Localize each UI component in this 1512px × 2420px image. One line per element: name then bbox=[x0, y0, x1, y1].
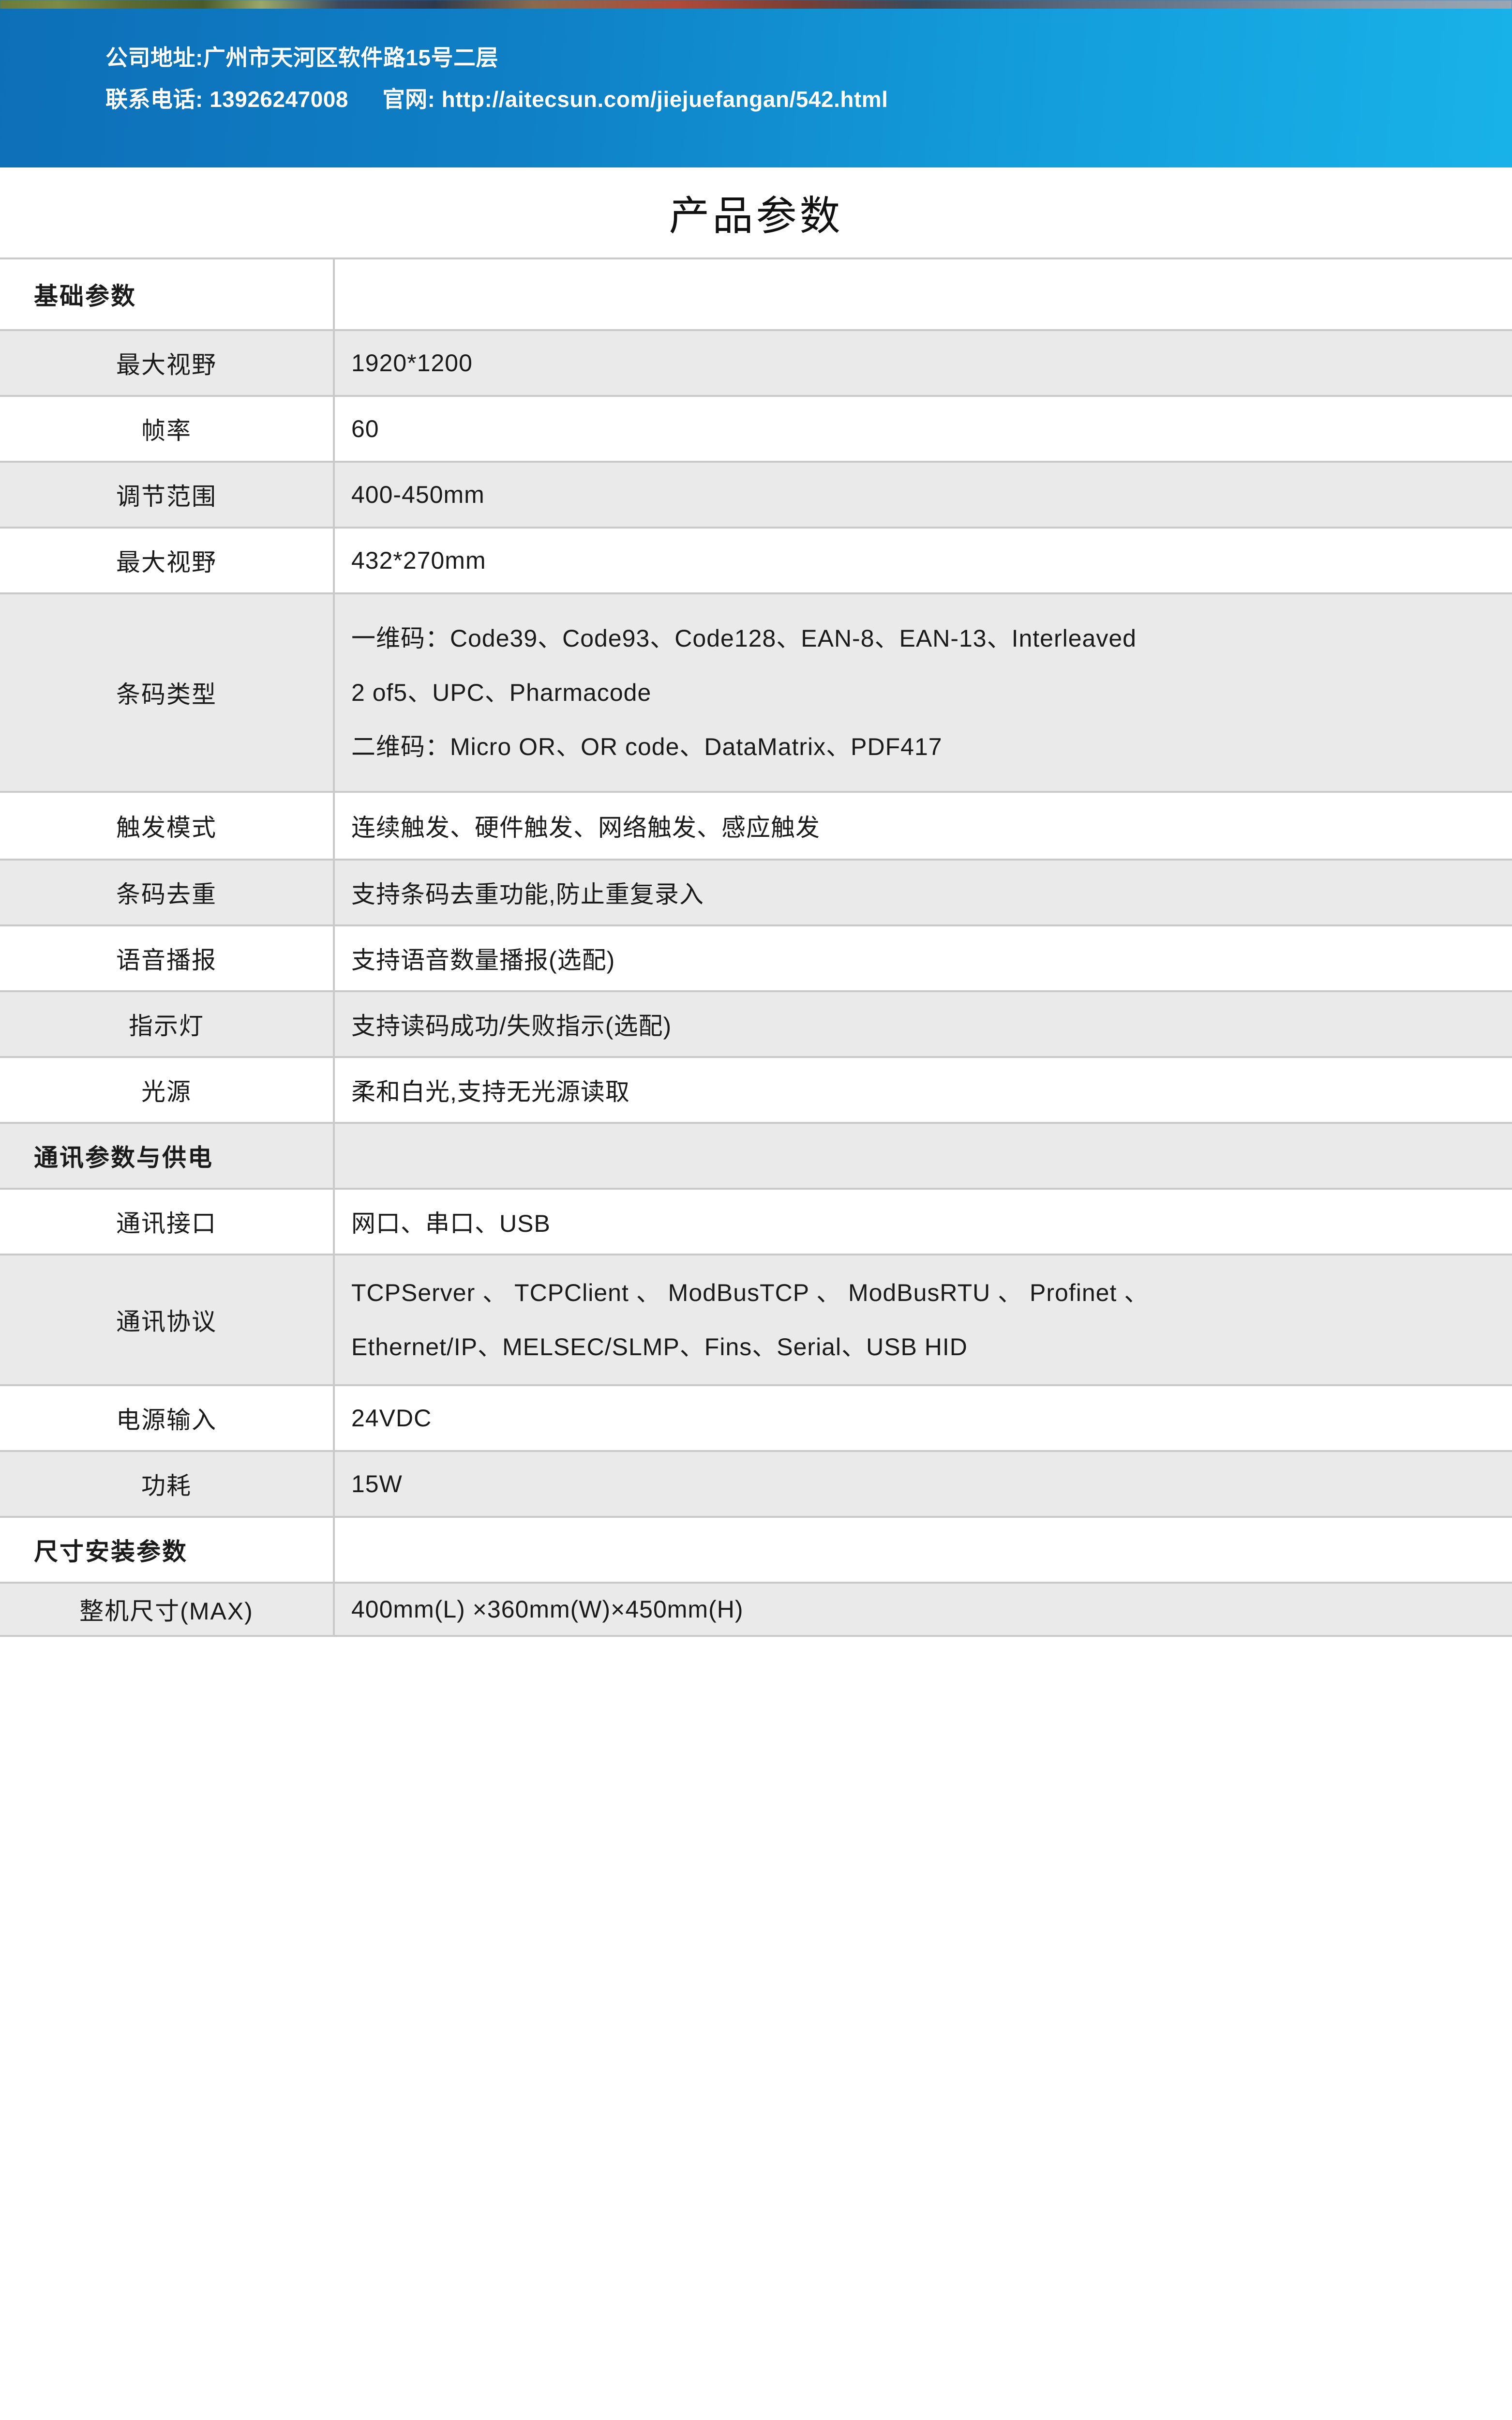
spec-value: 网口、串口、USB bbox=[334, 1188, 1512, 1255]
spec-value: 400-450mm bbox=[334, 461, 1512, 529]
product-spec-table: 基础参数 最大视野 1920*1200 帧率 60 调节范围 400-450mm… bbox=[0, 257, 1512, 1637]
spec-value: 支持条码去重功能,防止重复录入 bbox=[334, 859, 1512, 926]
table-row: 语音播报 支持语音数量播报(选配) bbox=[0, 924, 1512, 992]
table-row: 条码去重 支持条码去重功能,防止重复录入 bbox=[0, 859, 1512, 926]
table-row: 尺寸安装参数 bbox=[0, 1516, 1512, 1584]
spec-label: 调节范围 bbox=[0, 461, 335, 529]
banner-photo-strip bbox=[0, 0, 1512, 11]
table-row: 整机尺寸(MAX) 400mm(L) ×360mm(W)×450mm(H) bbox=[0, 1582, 1512, 1637]
table-row: 功耗 15W bbox=[0, 1450, 1512, 1518]
spec-label: 指示灯 bbox=[0, 990, 335, 1058]
spec-value-multiline: TCPServer 、 TCPClient 、 ModBusTCP 、 ModB… bbox=[334, 1254, 1512, 1386]
contact-phone: 联系电话: 13926247008 bbox=[105, 87, 349, 112]
spec-label: 最大视野 bbox=[0, 329, 335, 397]
table-row: 通讯协议 TCPServer 、 TCPClient 、 ModBusTCP 、… bbox=[0, 1254, 1512, 1386]
table-row: 电源输入 24VDC bbox=[0, 1384, 1512, 1452]
spec-label: 整机尺寸(MAX) bbox=[0, 1582, 335, 1637]
official-website-link[interactable]: 官网: http://aitecsun.com/jiejuefangan/542… bbox=[382, 87, 888, 112]
table-row: 最大视野 432*270mm bbox=[0, 527, 1512, 594]
spec-value: 24VDC bbox=[334, 1384, 1512, 1452]
contact-banner: 公司地址:广州市天河区软件路15号二层 联系电话: 13926247008 官网… bbox=[0, 0, 1512, 170]
spec-section-header: 通讯参数与供电 bbox=[0, 1122, 335, 1190]
company-address: 公司地址:广州市天河区软件路15号二层 bbox=[105, 45, 498, 70]
spec-label: 最大视野 bbox=[0, 527, 335, 594]
table-row: 通讯接口 网口、串口、USB bbox=[0, 1188, 1512, 1255]
spec-value: 15W bbox=[334, 1450, 1512, 1518]
spec-label: 光源 bbox=[0, 1056, 335, 1124]
spec-label: 电源输入 bbox=[0, 1384, 335, 1452]
barcode-1d-line: 一维码：Code39、Code93、Code128、EAN-8、EAN-13、I… bbox=[351, 625, 1137, 652]
spec-value: 支持读码成功/失败指示(选配) bbox=[334, 990, 1512, 1058]
table-row: 指示灯 支持读码成功/失败指示(选配) bbox=[0, 990, 1512, 1058]
spec-label: 条码去重 bbox=[0, 859, 335, 926]
spec-value: 连续触发、硬件触发、网络触发、感应触发 bbox=[334, 791, 1512, 861]
spec-value: 60 bbox=[334, 395, 1512, 463]
barcode-1d-line-cont: 2 of5、UPC、Pharmacode bbox=[351, 679, 652, 706]
spec-label: 通讯协议 bbox=[0, 1254, 335, 1386]
page-title: 产品参数 bbox=[669, 193, 843, 239]
banner-background bbox=[0, 9, 1512, 170]
spec-value bbox=[334, 1122, 1512, 1190]
protocol-line-2: Ethernet/IP、MELSEC/SLMP、Fins、Serial、USB … bbox=[351, 1333, 968, 1361]
table-row: 通讯参数与供电 bbox=[0, 1122, 1512, 1190]
spec-label: 通讯接口 bbox=[0, 1188, 335, 1255]
spec-label: 语音播报 bbox=[0, 924, 335, 992]
spec-value bbox=[334, 257, 1512, 331]
spec-value: 400mm(L) ×360mm(W)×450mm(H) bbox=[334, 1582, 1512, 1637]
table-row: 光源 柔和白光,支持无光源读取 bbox=[0, 1056, 1512, 1124]
spec-label: 帧率 bbox=[0, 395, 335, 463]
spec-section-header: 尺寸安装参数 bbox=[0, 1516, 335, 1584]
spec-label: 功耗 bbox=[0, 1450, 335, 1518]
banner-contact-line: 联系电话: 13926247008 官网: http://aitecsun.co… bbox=[105, 88, 888, 110]
spec-label: 条码类型 bbox=[0, 592, 335, 793]
table-row: 最大视野 1920*1200 bbox=[0, 329, 1512, 397]
spec-value: 柔和白光,支持无光源读取 bbox=[334, 1056, 1512, 1124]
spec-value bbox=[334, 1516, 1512, 1584]
table-row: 触发模式 连续触发、硬件触发、网络触发、感应触发 bbox=[0, 791, 1512, 861]
table-row: 帧率 60 bbox=[0, 395, 1512, 463]
spec-value: 支持语音数量播报(选配) bbox=[334, 924, 1512, 992]
barcode-2d-line: 二维码：Micro OR、OR code、DataMatrix、PDF417 bbox=[351, 733, 943, 760]
spec-label: 触发模式 bbox=[0, 791, 335, 861]
spec-section-header: 基础参数 bbox=[0, 257, 335, 331]
spec-table-body: 基础参数 最大视野 1920*1200 帧率 60 调节范围 400-450mm… bbox=[0, 257, 1512, 1637]
table-row: 基础参数 bbox=[0, 257, 1512, 331]
protocol-line-1: TCPServer 、 TCPClient 、 ModBusTCP 、 ModB… bbox=[351, 1279, 1149, 1306]
spec-value-multiline: 一维码：Code39、Code93、Code128、EAN-8、EAN-13、I… bbox=[334, 592, 1512, 793]
banner-text-block: 公司地址:广州市天河区软件路15号二层 联系电话: 13926247008 官网… bbox=[105, 46, 888, 110]
table-row: 条码类型 一维码：Code39、Code93、Code128、EAN-8、EAN… bbox=[0, 592, 1512, 793]
spec-value: 432*270mm bbox=[334, 527, 1512, 594]
spec-value: 1920*1200 bbox=[334, 329, 1512, 397]
table-row: 调节范围 400-450mm bbox=[0, 461, 1512, 529]
